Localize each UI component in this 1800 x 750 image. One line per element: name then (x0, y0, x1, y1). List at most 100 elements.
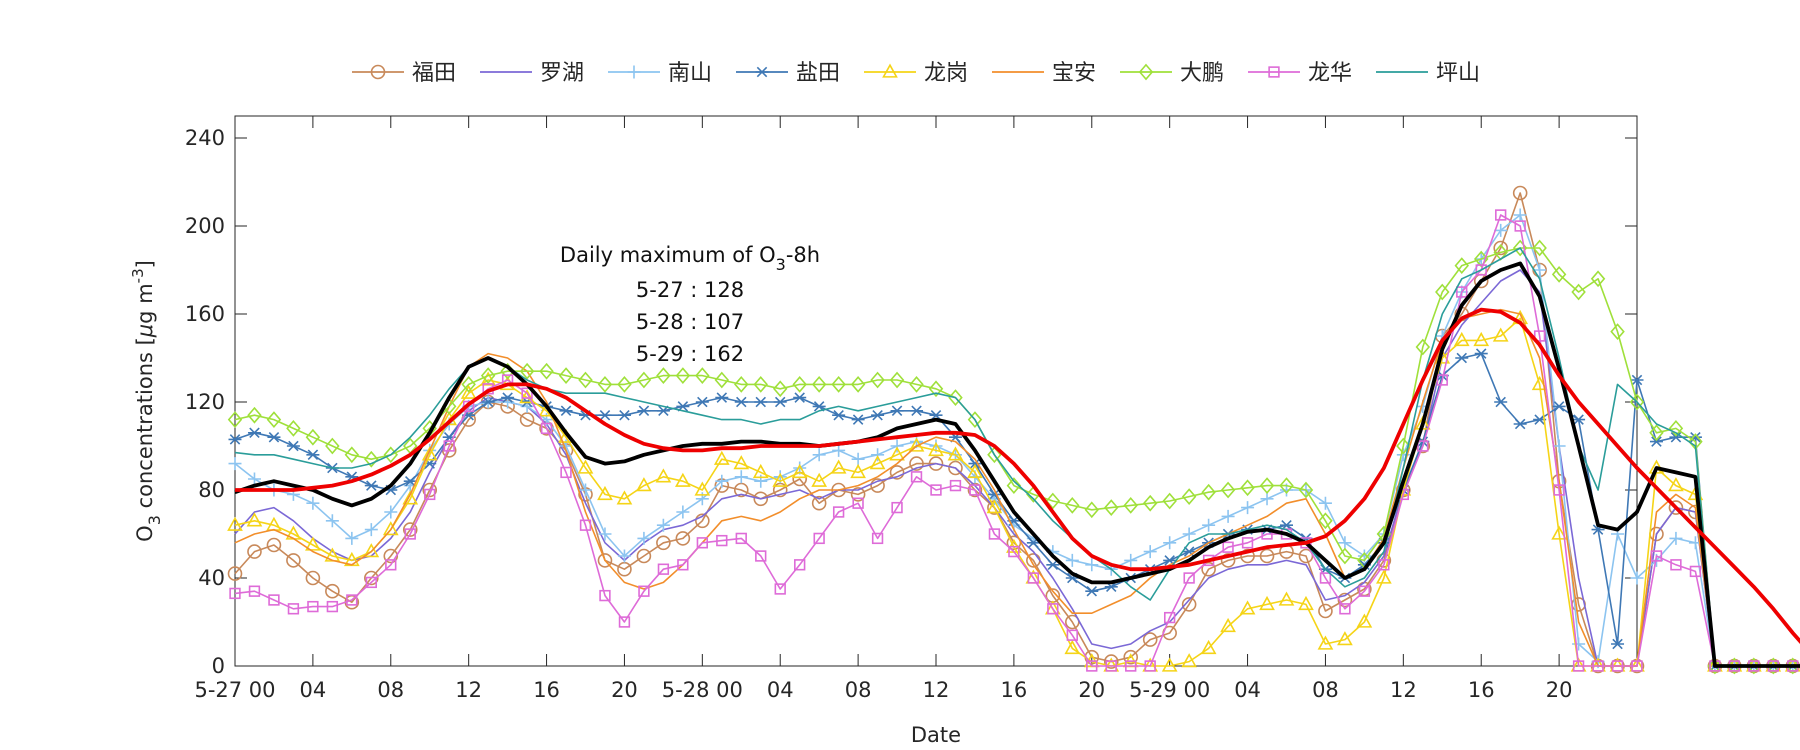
point-marker (891, 501, 903, 514)
point-marker (228, 457, 242, 471)
point-marker (481, 396, 495, 408)
point-marker (1338, 536, 1352, 550)
point-marker (1318, 512, 1333, 530)
point-marker (247, 472, 261, 486)
point-marker (578, 371, 593, 389)
point-marker (364, 523, 378, 537)
point-marker (422, 482, 438, 498)
point-marker (1181, 653, 1197, 668)
point-marker (1298, 481, 1314, 499)
point-marker (501, 392, 515, 403)
point-marker (755, 66, 769, 78)
point-marker (676, 505, 690, 519)
point-marker (1649, 424, 1664, 442)
point-marker (734, 376, 749, 393)
point-marker (1551, 525, 1567, 540)
point-marker (617, 376, 632, 393)
point-marker (889, 465, 905, 480)
point-marker (325, 583, 340, 599)
point-marker (947, 446, 964, 461)
point-marker (1553, 484, 1565, 496)
point-marker (421, 446, 438, 461)
point-marker (1552, 439, 1566, 453)
point-marker (889, 446, 905, 461)
annotation-line-2: 5-28 : 107 (636, 310, 744, 334)
series-line (235, 307, 1800, 644)
legend-item: 宝安 (992, 61, 1096, 86)
point-marker (967, 482, 983, 498)
point-marker (969, 484, 981, 496)
point-marker (1047, 603, 1059, 615)
point-marker (1163, 611, 1176, 624)
point-marker (1105, 660, 1117, 672)
point-marker (1008, 545, 1020, 558)
point-marker (363, 543, 380, 558)
point-marker (909, 376, 924, 393)
x-tick-label: 08 (1312, 678, 1339, 702)
point-marker (1200, 639, 1217, 655)
point-marker (247, 406, 262, 424)
point-marker (286, 420, 301, 437)
point-marker (1124, 553, 1138, 567)
point-marker (811, 376, 827, 393)
point-marker (1494, 223, 1508, 237)
point-marker (675, 367, 691, 384)
point-marker (831, 376, 846, 393)
point-marker (987, 446, 1002, 464)
point-marker (811, 495, 827, 511)
y-tick-label: 240 (185, 126, 225, 150)
point-marker (382, 521, 399, 536)
point-marker (365, 576, 377, 589)
point-marker (968, 458, 982, 469)
point-marker (1337, 631, 1353, 646)
point-marker (1551, 266, 1567, 283)
point-marker (928, 456, 944, 471)
point-marker (1669, 531, 1683, 545)
point-marker (402, 522, 418, 537)
point-marker (560, 466, 572, 479)
point-marker (832, 506, 845, 518)
point-marker (1085, 585, 1099, 597)
point-marker (675, 531, 691, 546)
point-marker (1220, 553, 1236, 568)
point-marker (869, 455, 886, 470)
point-marker (1495, 209, 1507, 221)
point-marker (1086, 660, 1098, 672)
point-marker (1138, 63, 1154, 81)
legend-label: 坪山 (1436, 61, 1480, 86)
point-marker (540, 422, 553, 435)
point-marker (1453, 331, 1470, 347)
y-tick-label: 40 (198, 566, 225, 590)
point-marker (1610, 323, 1625, 340)
point-marker (1103, 654, 1119, 669)
point-marker (1163, 536, 1177, 550)
point-marker (677, 559, 689, 571)
x-axis-title: Date (911, 723, 961, 747)
point-marker (1104, 499, 1119, 516)
y-tick-label: 0 (212, 654, 225, 678)
point-marker (1298, 595, 1314, 611)
point-marker (247, 427, 261, 439)
legend-item: 大鹏 (1120, 61, 1224, 86)
point-marker (1630, 571, 1644, 585)
point-marker (1358, 585, 1371, 597)
point-marker (577, 459, 594, 474)
point-marker (1259, 595, 1275, 611)
point-marker (618, 616, 631, 628)
point-marker (579, 483, 592, 497)
point-marker (286, 553, 301, 568)
point-marker (715, 474, 729, 488)
point-marker (1689, 565, 1702, 578)
point-marker (871, 409, 885, 421)
point-marker (695, 513, 710, 529)
point-marker (1455, 352, 1469, 364)
series-line (234, 308, 1800, 667)
x-tick-label: 16 (1001, 678, 1028, 702)
point-marker (832, 443, 846, 457)
point-marker (617, 409, 631, 421)
point-marker (909, 456, 924, 471)
point-marker (1650, 550, 1663, 562)
point-marker (1415, 338, 1431, 356)
point-marker (986, 499, 1003, 514)
point-marker (404, 528, 416, 540)
